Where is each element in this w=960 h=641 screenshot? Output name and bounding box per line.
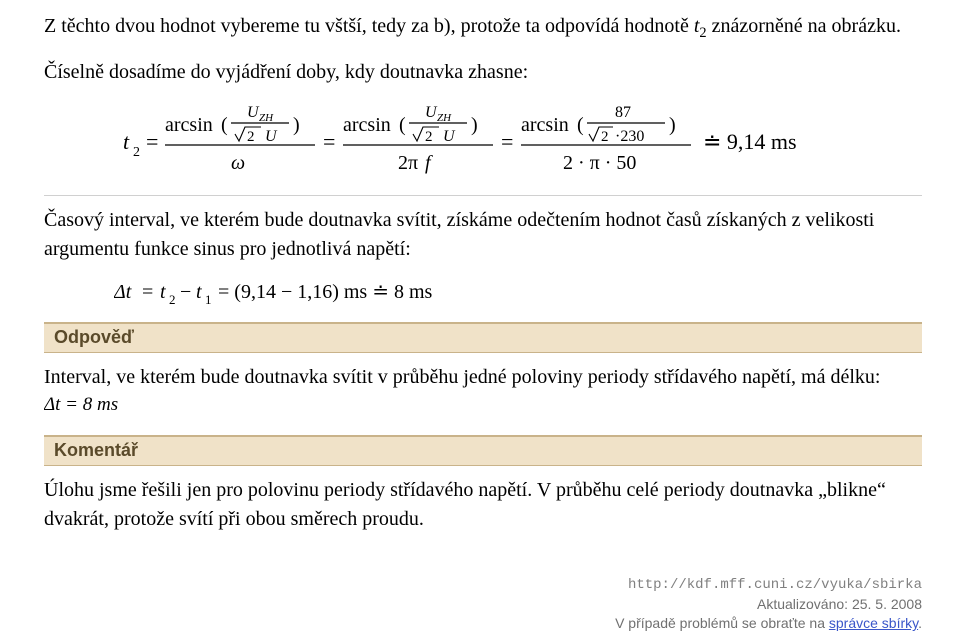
arcsin-2: arcsin xyxy=(343,114,391,136)
omega: ω xyxy=(231,152,245,174)
sqrt2c: 2 xyxy=(601,129,609,145)
formula-delta-t: Δt = t 2 − t 1 = (9,14 − 1,16) ms ≐ 8 ms xyxy=(44,278,922,314)
formula-t2-svg: t 2 = arcsin ( U ZH 2 U ) xyxy=(123,101,843,179)
u-top-sub: ZH xyxy=(259,112,274,124)
arcsin-3: arcsin xyxy=(521,114,569,136)
footer-contact: V případě problémů se obraťte na správce… xyxy=(615,614,922,633)
paragraph-intro-2: Číselně dosadíme do vyjádření doby, kdy … xyxy=(44,58,922,87)
text: . xyxy=(918,615,922,631)
text: Časový interval, ve kterém bude doutnavk… xyxy=(44,209,874,260)
den2a: 2π xyxy=(398,152,418,174)
eq1: = xyxy=(146,129,158,154)
dt-rest: = (9,14 − 1,16) ms ≐ 8 ms xyxy=(218,281,433,303)
text: Z těchto dvou hodnot vybereme tu vštší, … xyxy=(44,15,694,37)
text: 25. 5. 2008 xyxy=(852,596,922,612)
paragraph-middle: Časový interval, ve kterém bude doutnavk… xyxy=(44,206,922,264)
dt-t2: t xyxy=(160,281,166,303)
num87: 87 xyxy=(615,104,631,121)
footer-url: http://kdf.mff.cuni.cz/vyuka/sbirka xyxy=(615,576,922,595)
footer-admin-link[interactable]: správce sbírky xyxy=(829,615,918,631)
sqrt2b: 2 xyxy=(425,129,433,145)
formula-t2: t 2 = arcsin ( U ZH 2 U ) xyxy=(44,101,922,185)
heading-answer: Odpověď xyxy=(44,322,922,353)
paren: ( xyxy=(221,114,228,136)
dt-t1: t xyxy=(196,281,202,303)
footer: http://kdf.mff.cuni.cz/vyuka/sbirka Aktu… xyxy=(615,576,922,633)
dt-minus: − xyxy=(180,281,191,303)
paragraph-answer: Interval, ve kterém bude doutnavka svíti… xyxy=(44,363,922,421)
page-root: Z těchto dvou hodnot vybereme tu vštší, … xyxy=(0,0,960,641)
footer-updated: Aktualizováno: 25. 5. 2008 xyxy=(615,595,922,614)
text: Interval, ve kterém bude doutnavka svíti… xyxy=(44,366,880,388)
eq2: = xyxy=(323,129,335,154)
var-t-sub: 2 xyxy=(699,25,706,41)
paren: ) xyxy=(471,114,478,136)
lhs-t: t xyxy=(123,129,130,154)
u-bot-2: U xyxy=(443,128,456,145)
dt-t1-sub: 1 xyxy=(205,292,212,307)
sqrt2a: 2 xyxy=(247,129,255,145)
approx-result: ≐ 9,14 ms xyxy=(703,129,797,154)
heading-text: Komentář xyxy=(54,440,138,460)
divider xyxy=(44,195,922,196)
paren: ) xyxy=(293,114,300,136)
den3: 2 · π · 50 xyxy=(563,152,636,174)
text: Úlohu jsme řešili jen pro polovinu perio… xyxy=(44,479,886,530)
den2b: f xyxy=(425,152,433,174)
text: Číselně dosadíme do vyjádření doby, kdy … xyxy=(44,61,528,83)
text: V případě problémů se obraťte na xyxy=(615,615,829,631)
text: Aktualizováno: xyxy=(757,596,852,612)
paren: ( xyxy=(399,114,406,136)
eq3: = xyxy=(501,129,513,154)
inline-dt: Δt = 8 ms xyxy=(44,394,118,415)
paragraph-comment: Úlohu jsme řešili jen pro polovinu perio… xyxy=(44,476,922,534)
dot230: ·230 xyxy=(615,128,644,145)
text: znázorněné na obrázku. xyxy=(707,15,901,37)
u-bot: U xyxy=(265,128,278,145)
dt-lhs: Δt xyxy=(114,281,132,303)
paren: ) xyxy=(669,114,676,136)
inline-delta-t: Δt = 8 ms xyxy=(44,394,154,416)
dt-eq: = xyxy=(142,281,153,303)
arcsin-1: arcsin xyxy=(165,114,213,136)
paren: ( xyxy=(577,114,584,136)
dt-t2-sub: 2 xyxy=(169,292,176,307)
heading-text: Odpověď xyxy=(54,327,134,347)
u-top-sub-2: ZH xyxy=(437,112,452,124)
formula-delta-svg: Δt = t 2 − t 1 = (9,14 − 1,16) ms ≐ 8 ms xyxy=(114,278,614,308)
paragraph-intro-1: Z těchto dvou hodnot vybereme tu vštší, … xyxy=(44,12,922,44)
heading-comment: Komentář xyxy=(44,435,922,466)
lhs-sub: 2 xyxy=(133,145,140,160)
